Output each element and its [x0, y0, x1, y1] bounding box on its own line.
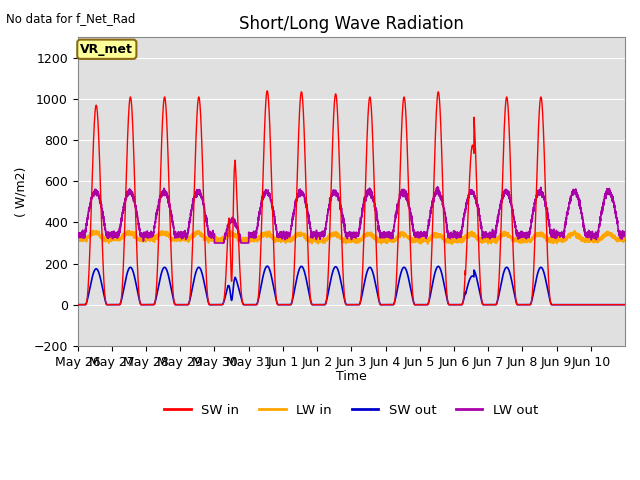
Y-axis label: ( W/m2): ( W/m2) — [15, 167, 28, 217]
X-axis label: Time: Time — [336, 370, 367, 383]
Legend: SW in, LW in, SW out, LW out: SW in, LW in, SW out, LW out — [159, 399, 543, 422]
Title: Short/Long Wave Radiation: Short/Long Wave Radiation — [239, 15, 464, 33]
Text: VR_met: VR_met — [81, 43, 133, 56]
Text: No data for f_Net_Rad: No data for f_Net_Rad — [6, 12, 136, 25]
